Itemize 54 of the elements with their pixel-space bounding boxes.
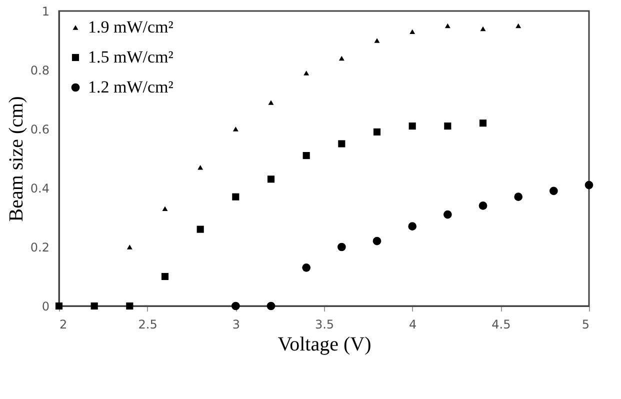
point <box>90 302 98 310</box>
x-tick-label: 3 <box>232 318 240 332</box>
point <box>443 210 452 219</box>
point <box>444 23 450 28</box>
point <box>126 244 132 250</box>
x-tick-label: 4 <box>409 318 417 332</box>
point <box>516 23 522 28</box>
point <box>304 70 310 76</box>
point <box>338 56 344 61</box>
legend-label: 1.5 mW/cm² <box>88 48 174 66</box>
point <box>55 302 63 310</box>
point <box>374 38 380 43</box>
point <box>126 302 134 310</box>
point <box>478 202 488 210</box>
x-tick-label: 2 <box>60 318 68 332</box>
point <box>549 186 558 196</box>
point <box>372 236 382 246</box>
x-tick-label: 3.5 <box>314 318 334 332</box>
point <box>232 126 238 132</box>
point <box>196 226 204 233</box>
point <box>480 26 486 32</box>
point <box>232 193 240 200</box>
x-axis-title: Voltage (V) <box>278 334 372 356</box>
y-tick-label: 0.6 <box>30 122 50 136</box>
point <box>231 302 240 310</box>
x-tick-label: 4.5 <box>492 318 511 332</box>
legend-label: 1.9 mW/cm² <box>88 18 174 36</box>
y-tick-label: 0.2 <box>30 240 50 254</box>
legend-label: 1.2 mW/cm² <box>88 78 174 96</box>
y-tick-label: 0.4 <box>30 182 50 196</box>
point <box>161 272 169 280</box>
y-tick-label: 1 <box>42 4 50 18</box>
point <box>408 222 417 231</box>
point <box>302 152 310 160</box>
point <box>266 302 276 310</box>
point <box>268 100 274 105</box>
y-axis-title: Beam size (cm) <box>5 96 28 222</box>
point <box>162 206 168 212</box>
point <box>408 122 416 130</box>
point <box>479 120 487 127</box>
point <box>584 180 594 190</box>
point <box>198 164 204 170</box>
point <box>514 192 523 202</box>
point <box>373 128 381 136</box>
point <box>338 140 346 148</box>
x-tick-label: 5 <box>582 318 590 332</box>
point <box>444 122 452 130</box>
point <box>267 176 275 183</box>
y-tick-label: 0 <box>42 300 50 314</box>
point <box>410 29 416 34</box>
x-tick-label: 2.5 <box>138 318 158 332</box>
point <box>302 263 311 272</box>
point <box>337 242 346 252</box>
y-tick-label: 0.8 <box>30 64 50 78</box>
